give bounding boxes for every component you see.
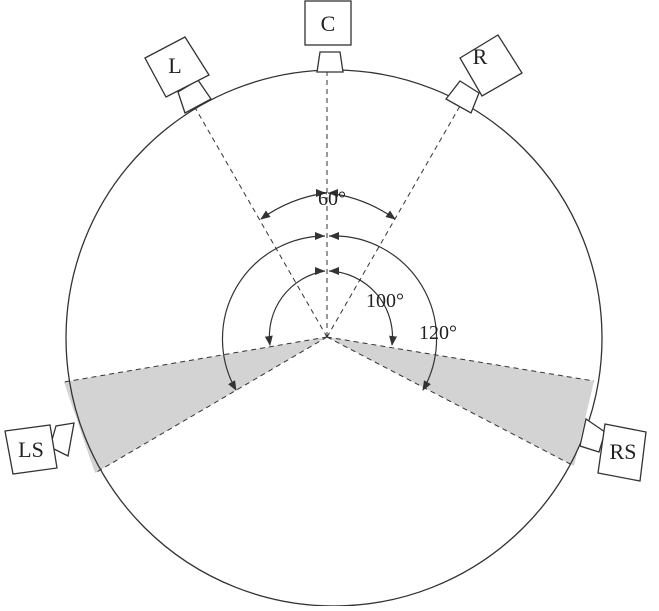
junction-arrow-120-right bbox=[329, 232, 339, 240]
arc-100-left bbox=[264, 270, 326, 346]
speaker-right-cone bbox=[445, 80, 480, 114]
angle-label-100: 100° bbox=[366, 290, 404, 312]
left-direction-line bbox=[192, 103, 328, 338]
right-surround-zone bbox=[327, 337, 594, 466]
speaker-center-box bbox=[304, 0, 352, 46]
direction-lines bbox=[63, 72, 595, 474]
angle-label-60: 60° bbox=[318, 188, 346, 210]
junction-arrow-60-left bbox=[316, 189, 326, 197]
listening-circle bbox=[65, 69, 603, 607]
junction-arrow-120-left bbox=[315, 232, 325, 240]
right-surround-lower-line bbox=[326, 336, 575, 467]
junction-arrow-60-right bbox=[328, 189, 338, 197]
speaker-left-label: L bbox=[168, 53, 181, 78]
speaker-center-cone bbox=[316, 51, 344, 73]
right-surround-upper-line bbox=[326, 336, 595, 382]
left-surround-zone bbox=[64, 337, 327, 473]
speaker-right-surround-box bbox=[597, 423, 647, 482]
speaker-right-surround bbox=[579, 417, 647, 482]
speaker-center-label: C bbox=[321, 11, 336, 36]
speaker-right-surround-label: RS bbox=[610, 439, 637, 464]
speaker-left-surround bbox=[4, 422, 75, 475]
speaker-left-surround-box bbox=[4, 424, 58, 475]
junction-arrow-100-left bbox=[315, 267, 325, 275]
speaker-left bbox=[144, 36, 212, 114]
angle-label-120: 120° bbox=[419, 322, 457, 344]
arc-junction-arrows bbox=[315, 189, 339, 275]
speaker-center bbox=[304, 0, 352, 73]
junction-arrow-100-right bbox=[329, 267, 339, 275]
speaker-right bbox=[445, 34, 523, 114]
speaker-right-surround-cone bbox=[579, 417, 606, 453]
speaker-right-label: R bbox=[473, 44, 488, 69]
speaker-left-box bbox=[144, 36, 210, 98]
arc-120-left bbox=[221, 235, 326, 391]
arc-100-right bbox=[328, 270, 398, 346]
speaker-left-surround-label: LS bbox=[18, 437, 44, 462]
speaker-right-box bbox=[459, 34, 523, 97]
arc-120-right bbox=[328, 235, 438, 391]
